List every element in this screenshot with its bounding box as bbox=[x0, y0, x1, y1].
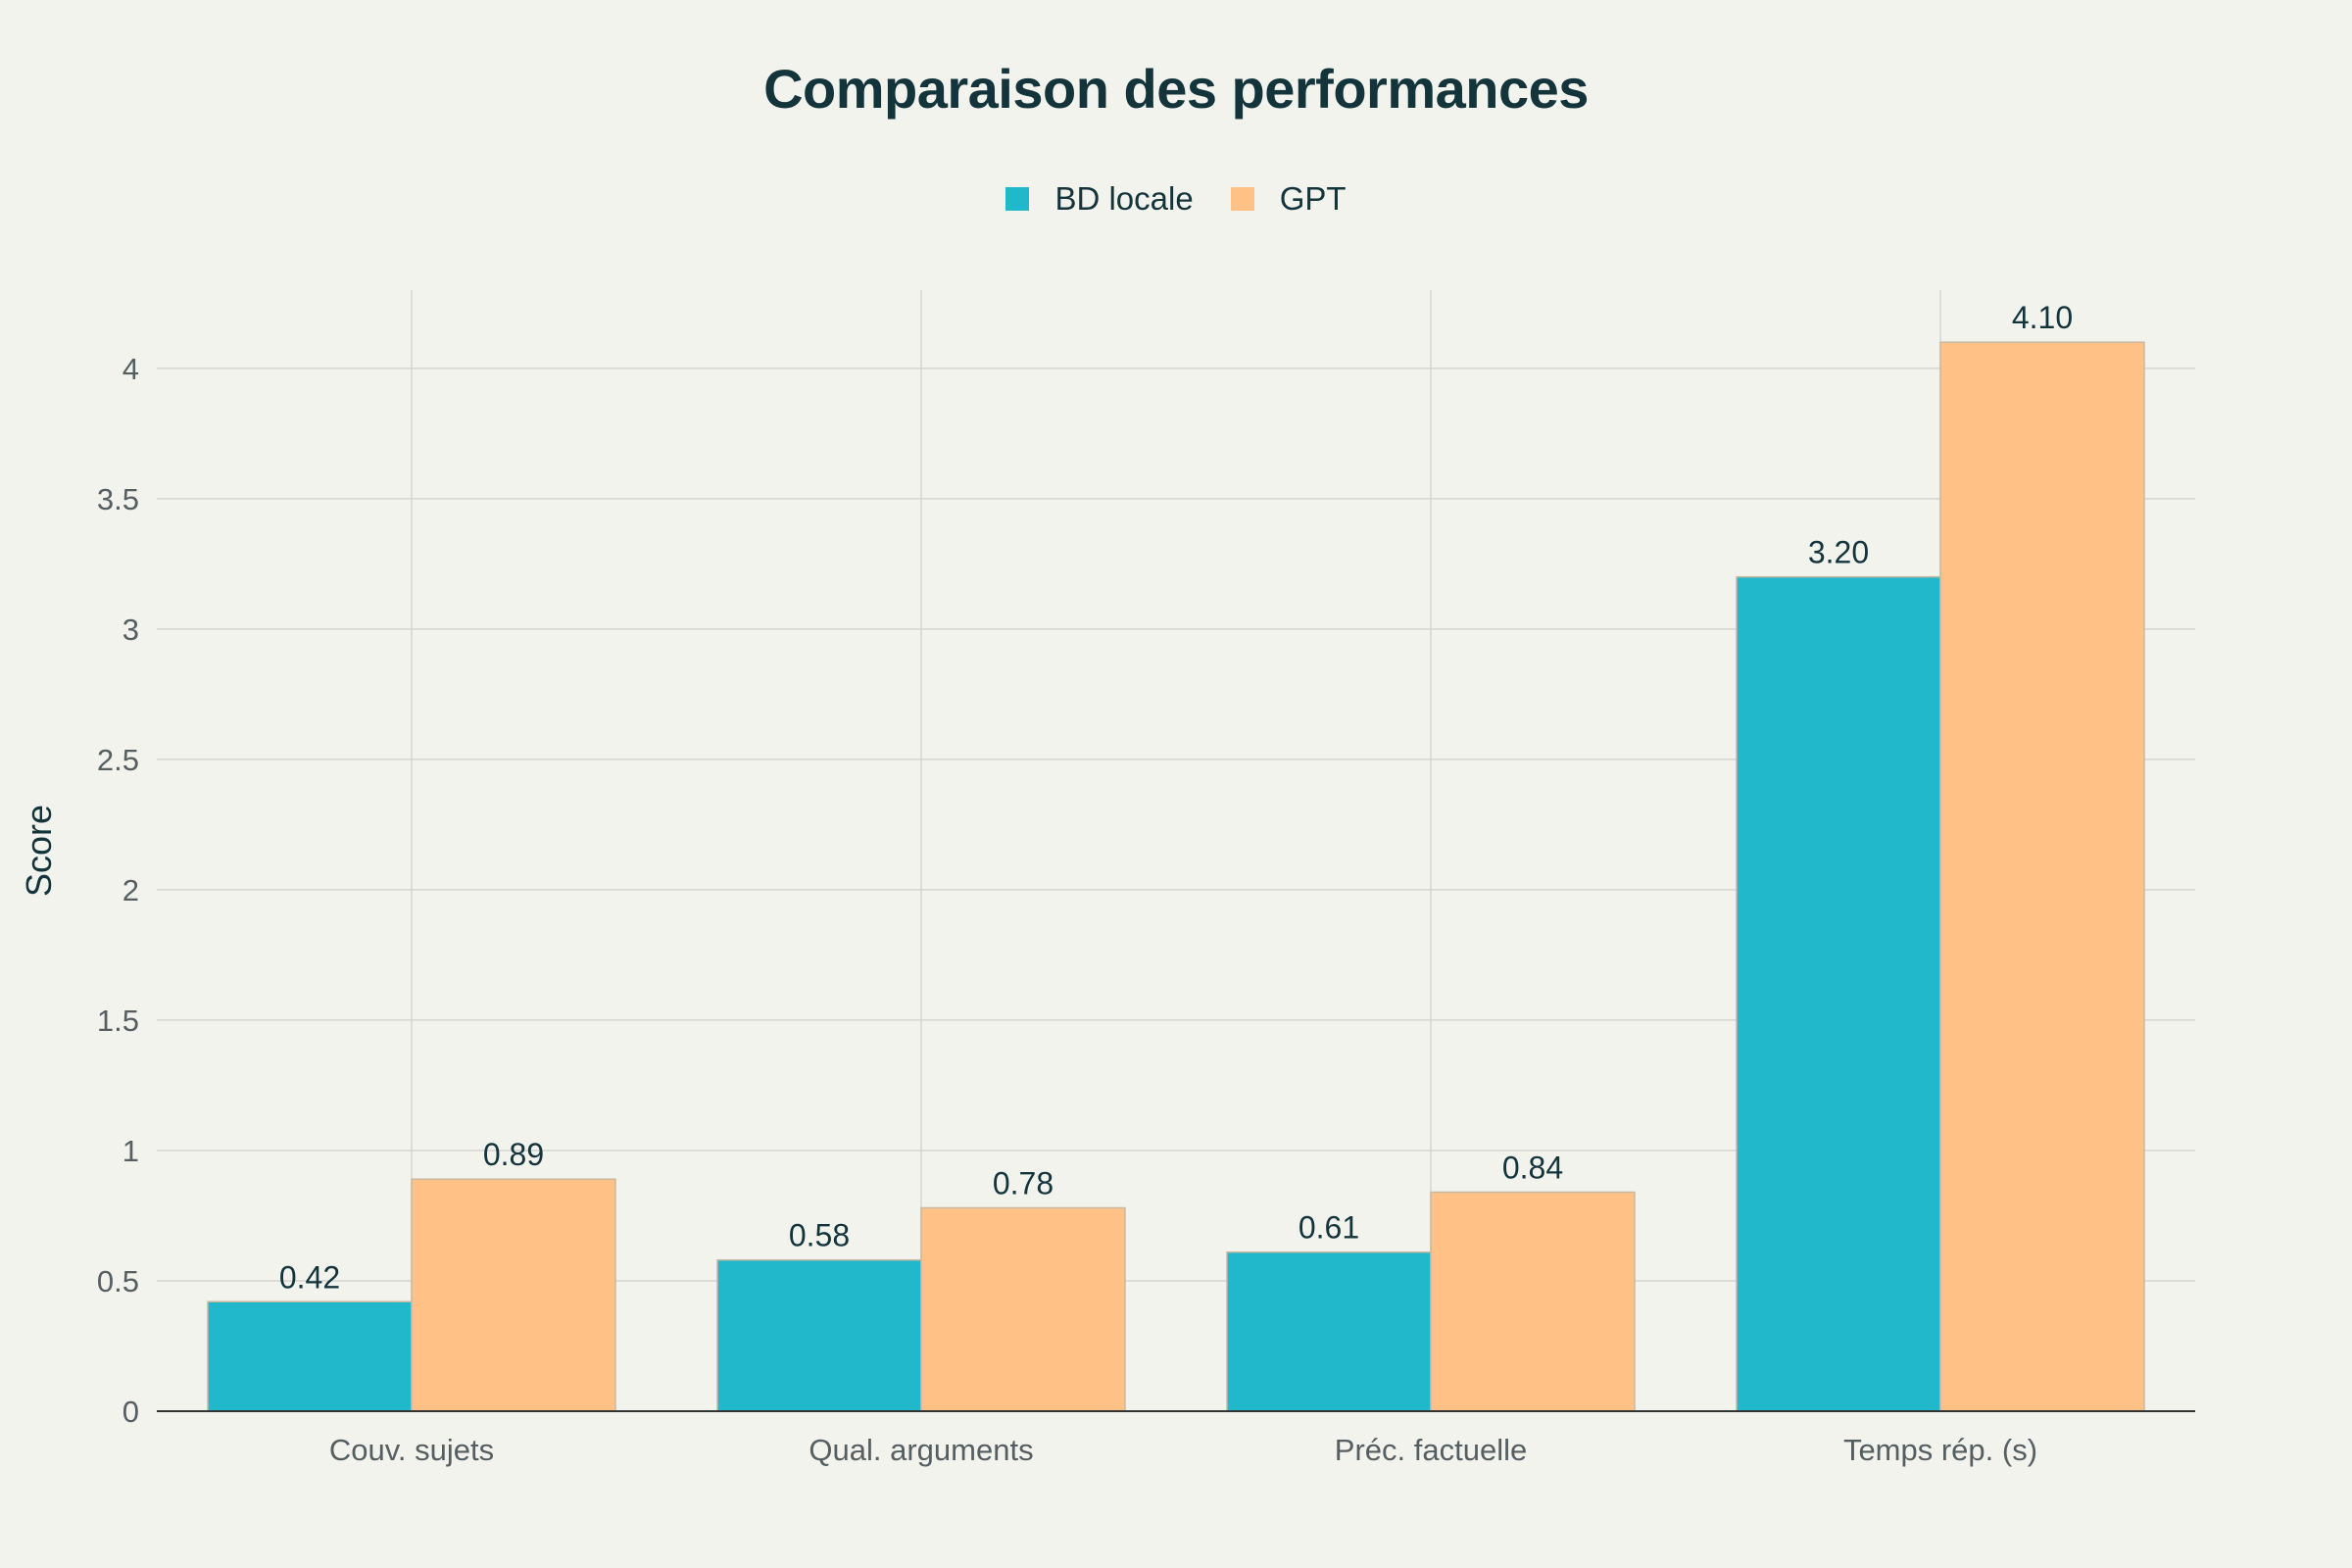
legend-swatch-bd-locale bbox=[1005, 187, 1030, 211]
data-label: 4.10 bbox=[2012, 300, 2073, 335]
bar bbox=[1939, 341, 2145, 1412]
y-tick-label: 0 bbox=[122, 1395, 139, 1429]
y-tick-label: 2 bbox=[122, 873, 139, 907]
x-tick-label: Temps rép. (s) bbox=[1843, 1433, 2037, 1467]
y-axis-title: Score bbox=[19, 805, 59, 897]
y-tick-label: 3 bbox=[122, 612, 139, 647]
legend-label-gpt: GPT bbox=[1279, 180, 1347, 217]
y-tick-label: 1.5 bbox=[97, 1004, 139, 1038]
x-tick-label: Qual. arguments bbox=[808, 1433, 1033, 1467]
data-label: 0.89 bbox=[483, 1137, 544, 1172]
x-tick-label: Couv. sujets bbox=[329, 1433, 494, 1467]
chart-title: Comparaison des performances bbox=[763, 58, 1589, 120]
legend-label-bd-locale: BD locale bbox=[1054, 180, 1194, 217]
y-tick-label: 0.5 bbox=[97, 1264, 139, 1298]
y-tick-label: 4 bbox=[122, 352, 139, 386]
x-tick-label: Préc. factuelle bbox=[1335, 1433, 1527, 1467]
bar bbox=[1226, 1250, 1432, 1412]
data-label: 0.42 bbox=[279, 1259, 340, 1295]
bar bbox=[920, 1206, 1126, 1412]
legend-item-gpt[interactable]: GPT bbox=[1230, 180, 1347, 218]
y-tick-label: 3.5 bbox=[97, 482, 139, 516]
legend-swatch-gpt bbox=[1230, 187, 1254, 211]
bar bbox=[411, 1178, 616, 1412]
legend-item-bd-locale[interactable]: BD locale bbox=[1005, 180, 1194, 218]
data-label: 0.58 bbox=[789, 1218, 850, 1253]
bar bbox=[1430, 1191, 1636, 1412]
data-label: 3.20 bbox=[1808, 535, 1869, 570]
bar bbox=[207, 1300, 413, 1412]
data-label: 0.61 bbox=[1298, 1210, 1359, 1246]
y-tick-label: 1 bbox=[122, 1134, 139, 1168]
bar bbox=[1736, 575, 1941, 1412]
data-label: 0.84 bbox=[1502, 1151, 1563, 1186]
bar bbox=[716, 1258, 922, 1412]
legend: BD locale GPT bbox=[0, 180, 2352, 218]
y-tick-label: 2.5 bbox=[97, 743, 139, 777]
data-label: 0.78 bbox=[993, 1165, 1054, 1200]
